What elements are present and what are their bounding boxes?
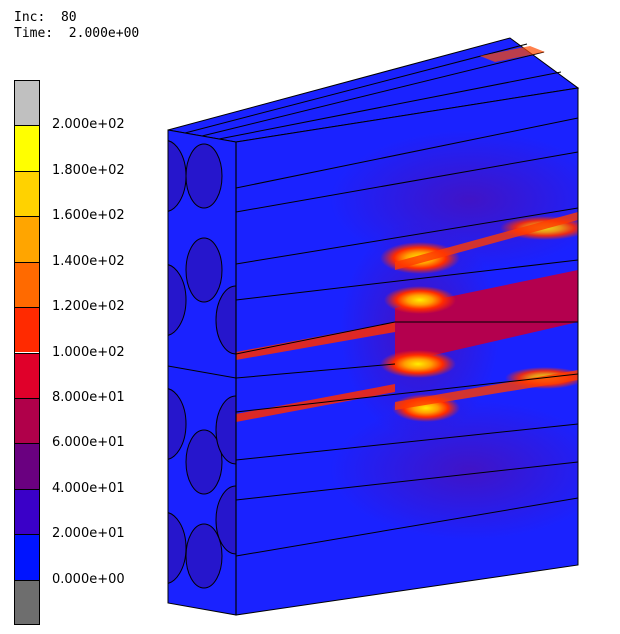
legend-swatch-4 <box>14 261 40 308</box>
legend-swatch-6 <box>14 352 40 398</box>
legend-tick-label: 8.000e+01 <box>52 389 125 405</box>
legend-tick-label: 1.400e+02 <box>52 253 125 269</box>
legend-swatch-3 <box>14 216 40 262</box>
legend-tick-label: 1.000e+02 <box>52 344 125 360</box>
legend-swatch-7 <box>14 397 40 444</box>
legend-tick-label: 6.000e+01 <box>52 435 125 451</box>
increment-header: Inc: 80 Time: 2.000e+00 <box>14 10 139 42</box>
legend-tick-label: 2.000e+02 <box>52 117 125 133</box>
legend-tick-label: 1.800e+02 <box>52 162 125 178</box>
legend-swatch-2 <box>14 170 40 217</box>
legend-tick-label: 0.000e+00 <box>52 571 125 587</box>
increment-label: Inc: 80 <box>14 10 77 25</box>
contour-legend: 2.000e+02 1.800e+02 1.600e+02 1.400e+02 … <box>0 0 200 634</box>
legend-swatch-under <box>14 579 40 625</box>
front-face <box>168 130 236 615</box>
legend-tick-label: 1.200e+02 <box>52 299 125 315</box>
legend-tick-label: 1.600e+02 <box>52 208 125 224</box>
legend-swatch-8 <box>14 443 40 489</box>
side-face-divider-lines <box>236 117 578 557</box>
legend-swatch-5 <box>14 307 40 353</box>
legend-swatch-9 <box>14 488 40 535</box>
legend-tick-label: 4.000e+01 <box>52 480 125 496</box>
top-face-stripes <box>184 43 562 140</box>
legend-swatch-1 <box>14 125 40 171</box>
top-face-accent <box>480 46 545 62</box>
cut-slot-region <box>395 270 578 364</box>
legend-tick-label: 2.000e+01 <box>52 526 125 542</box>
legend-swatch-10 <box>14 534 40 580</box>
side-face <box>236 88 578 615</box>
time-label: Time: 2.000e+00 <box>14 26 140 41</box>
